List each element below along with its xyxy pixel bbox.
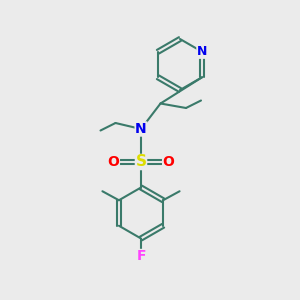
- Text: S: S: [136, 154, 146, 169]
- Text: O: O: [163, 155, 175, 169]
- Text: N: N: [135, 122, 147, 136]
- Text: F: F: [136, 250, 146, 263]
- Text: N: N: [197, 45, 207, 58]
- Text: O: O: [107, 155, 119, 169]
